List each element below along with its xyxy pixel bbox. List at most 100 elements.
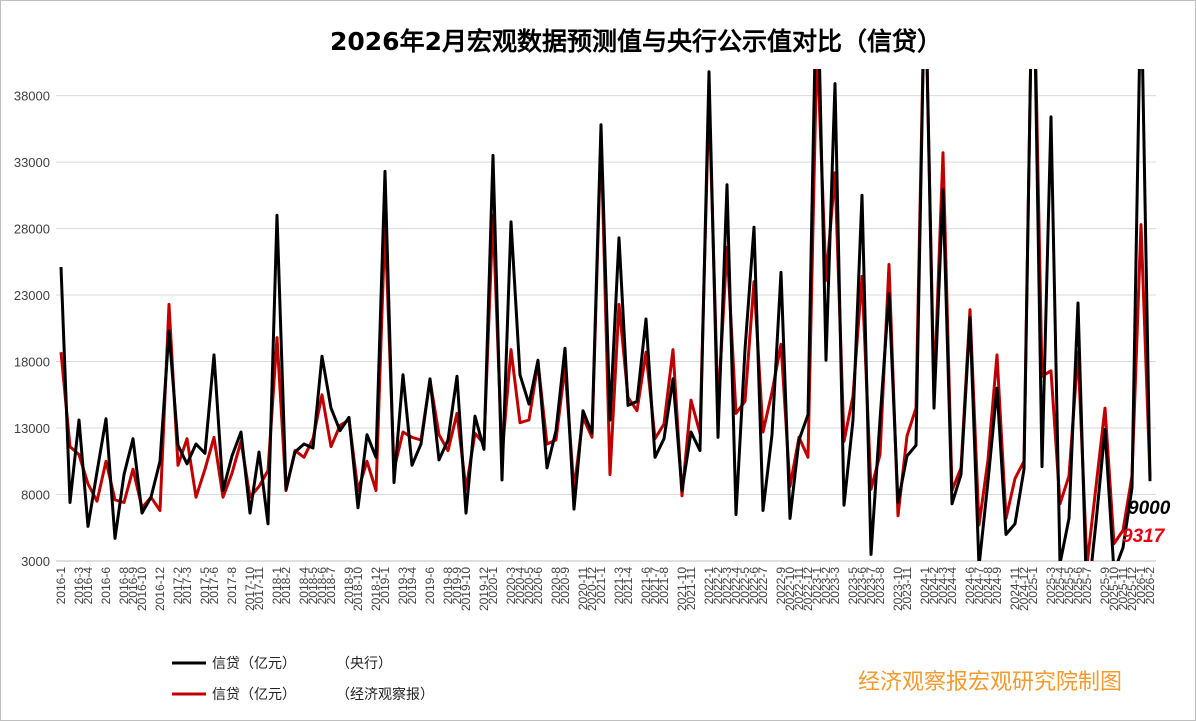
grid-layer: [56, 95, 1156, 562]
legend-label-pboc: 信贷（亿元）: [212, 656, 296, 672]
x-tick-label: 2016-1: [54, 567, 68, 605]
x-tick-label: 2018-12: [369, 567, 383, 611]
series-layer: [59, 69, 1152, 561]
x-tick-label: 2022-5: [738, 567, 752, 605]
x-tick-label: 2022-1: [702, 567, 716, 605]
y-tick-label: 38000: [14, 89, 50, 104]
y-tick-label: 3000: [21, 554, 50, 569]
x-tick-label: 2016-9: [126, 567, 140, 605]
y-axis: 3000 8000 13000 18000 23000 28000 33000 38000: [14, 89, 50, 569]
x-tick-label: 2020-3: [504, 567, 518, 605]
x-tick-label: 2017-3: [180, 567, 194, 605]
x-tick-label: 2018-7: [324, 567, 338, 605]
x-tick-label: 2018-1: [270, 567, 284, 605]
x-tick-label: 2020-4: [513, 567, 527, 605]
legend: 信贷（亿元） （央行） 信贷（亿元） （经济观察报）: [172, 656, 434, 703]
x-tick-label: 2017-2: [171, 567, 185, 605]
legend-label-eeo: 信贷（亿元）: [212, 687, 296, 703]
chart-title: 2026年2月宏观数据预测值与央行公示值对比（信贷）: [330, 27, 942, 56]
x-tick-label: 2025-11: [1116, 567, 1130, 610]
x-tick-label: 2019-3: [396, 567, 410, 605]
x-tick-label: 2019-12: [477, 567, 491, 611]
x-tick-label: 2021-1: [594, 567, 608, 605]
x-tick-label: 2024-11: [1008, 567, 1022, 610]
x-tick-label: 2021-4: [621, 567, 635, 605]
x-tick-label: 2016-10: [135, 567, 149, 611]
x-tick-label: 2023-5: [846, 567, 860, 605]
x-tick-label: 2022-7: [756, 567, 770, 605]
legend-source-pboc: （央行）: [336, 656, 392, 672]
x-tick-label: 2021-6: [639, 567, 653, 605]
x-tick-label: 2024-12: [1017, 567, 1031, 611]
x-tick-label: 2020-5: [522, 567, 536, 605]
x-tick-label: 2020-1: [486, 567, 500, 605]
y-tick-label: 18000: [14, 355, 50, 370]
x-tick-label: 2017-5: [198, 567, 212, 605]
y-tick-label: 23000: [14, 288, 50, 303]
x-tick-label: 2020-6: [531, 567, 545, 605]
x-tick-label: 2024-6: [963, 567, 977, 605]
x-tick-label: 2021-11: [684, 567, 698, 610]
x-tick-label: 2024-2: [927, 567, 941, 605]
x-tick-label: 2022-10: [783, 567, 797, 611]
x-tick-label: 2019-10: [459, 567, 473, 611]
x-tick-label: 2018-4: [297, 567, 311, 605]
x-tick-label: 2017-8: [225, 567, 239, 605]
x-tick-label: 2021-3: [612, 567, 626, 605]
x-tick-label: 2024-1: [918, 567, 932, 605]
x-tick-label: 2022-6: [747, 567, 761, 605]
legend-item-pboc: 信贷（亿元） （央行）: [172, 656, 392, 672]
y-tick-label: 28000: [14, 222, 50, 237]
y-tick-label: 33000: [14, 155, 50, 170]
x-tick-label: 2025-6: [1071, 567, 1085, 605]
x-tick-label: 2019-4: [405, 567, 419, 605]
x-tick-label: 2025-9: [1098, 567, 1112, 605]
x-tick-label: 2018-2: [279, 567, 293, 605]
legend-item-eeo: 信贷（亿元） （经济观察报）: [172, 686, 434, 703]
x-tick-label: 2019-6: [423, 567, 437, 605]
x-tick-label: 2019-8: [441, 567, 455, 605]
x-tick-label: 2025-3: [1044, 567, 1058, 605]
x-tick-label: 2022-9: [774, 567, 788, 605]
x-tick-label: 2025-7: [1080, 567, 1094, 605]
x-tick-label: 2024-8: [981, 567, 995, 605]
series-line-0: [59, 69, 1152, 561]
x-tick-label: 2022-3: [720, 567, 734, 605]
watermark: 经济观察报宏观研究院制图: [858, 670, 1123, 695]
y-tick-label: 13000: [14, 421, 50, 436]
x-tick-label: 2022-12: [801, 567, 815, 611]
x-tick-label: 2021-10: [675, 567, 689, 611]
x-tick-label: 2018-6: [315, 567, 329, 605]
x-tick-label: 2022-4: [729, 567, 743, 605]
x-tick-label: 2019-1: [378, 567, 392, 605]
x-tick-label: 2024-4: [945, 567, 959, 605]
x-tick-label: 2023-2: [819, 567, 833, 605]
x-tick-label: 2025-12: [1125, 567, 1139, 611]
x-tick-label: 2023-6: [855, 567, 869, 605]
x-tick-label: 2016-3: [72, 567, 86, 605]
x-tick-label: 2025-1: [1026, 567, 1040, 605]
x-tick-label: 2025-5: [1062, 567, 1076, 605]
y-tick-label: 8000: [21, 488, 50, 503]
x-tick-label: 2023-10: [891, 567, 905, 611]
x-tick-label: 2019-9: [450, 567, 464, 605]
x-tick-label: 2016-4: [81, 567, 95, 605]
x-tick-label: 2025-4: [1053, 567, 1067, 605]
x-tick-label: 2024-9: [990, 567, 1004, 605]
x-tick-label: 2023-8: [873, 567, 887, 605]
x-tick-label: 2020-11: [576, 567, 590, 610]
x-tick-label: 2022-11: [792, 567, 806, 610]
x-tick-label: 2023-1: [810, 567, 824, 605]
x-tick-label: 2017-6: [207, 567, 221, 605]
end-labels: 9000 9317: [1122, 498, 1171, 547]
x-tick-label: 2017-10: [243, 567, 257, 611]
x-tick-label: 2022-2: [711, 567, 725, 605]
x-tick-label: 2025-10: [1107, 567, 1121, 611]
x-tick-label: 2017-11: [252, 567, 266, 610]
x-tick-label: 2020-12: [585, 567, 599, 611]
legend-source-eeo: （经济观察报）: [336, 686, 434, 703]
x-tick-label: 2023-3: [828, 567, 842, 605]
x-tick-label: 2021-8: [657, 567, 671, 605]
